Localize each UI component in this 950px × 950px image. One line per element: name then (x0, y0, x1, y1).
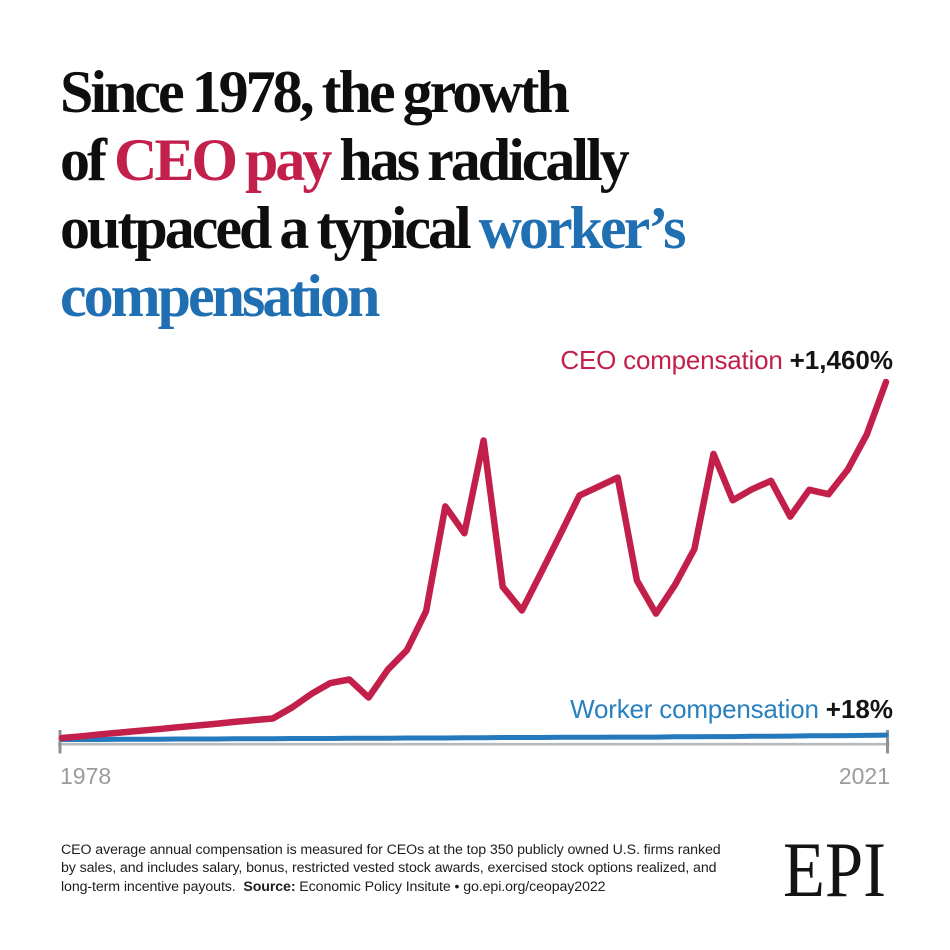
title-text: Since 1978, the growth (60, 59, 570, 125)
worker-compensation-line (59, 732, 889, 742)
footnote-line-3: long-term incentive payouts. Source: Eco… (61, 878, 721, 896)
title-text: of (60, 127, 114, 193)
worker-series-label: Worker compensation +18% (570, 694, 893, 725)
title-ceo-pay-highlight: CEO pay (113, 127, 332, 193)
title-line-1: Since 1978, the growth (60, 58, 820, 126)
ceo-series-name: CEO compensation (560, 345, 783, 375)
epi-logo: EPI (783, 826, 886, 913)
x-axis-label-start: 1978 (60, 763, 112, 789)
x-axis-label-end: 2021 (838, 763, 890, 789)
ceo-series-label: CEO compensation +1,460% (560, 345, 893, 376)
source-text: Economic Policy Insitute • go.epi.org/ce… (295, 878, 606, 895)
ceo-series-annotation: +1,460% (789, 345, 893, 375)
ceo-compensation-line (58, 378, 890, 742)
footnote-line-1: CEO average annual compensation is measu… (61, 842, 721, 858)
page-title: Since 1978, the growth of CEO pay has rad… (60, 58, 820, 330)
worker-series-annotation: +18% (825, 694, 893, 724)
title-text: outpaced a typical (60, 195, 479, 261)
footnote-text: long-term incentive payouts. (61, 878, 244, 895)
footnote: CEO average annual compensation is measu… (61, 841, 721, 896)
source-label: Source: (243, 878, 296, 895)
footnote-line-2: by sales, and includes salary, bonus, re… (61, 860, 717, 877)
title-text: has radically (329, 127, 629, 193)
title-worker-highlight: worker’s (478, 195, 687, 261)
title-line-2: of CEO pay has radically (60, 126, 820, 194)
worker-series-name: Worker compensation (570, 694, 819, 724)
title-line-3: outpaced a typical worker’s (60, 194, 820, 262)
title-worker-highlight: compensation (60, 263, 380, 329)
title-line-4: compensation (60, 262, 820, 330)
